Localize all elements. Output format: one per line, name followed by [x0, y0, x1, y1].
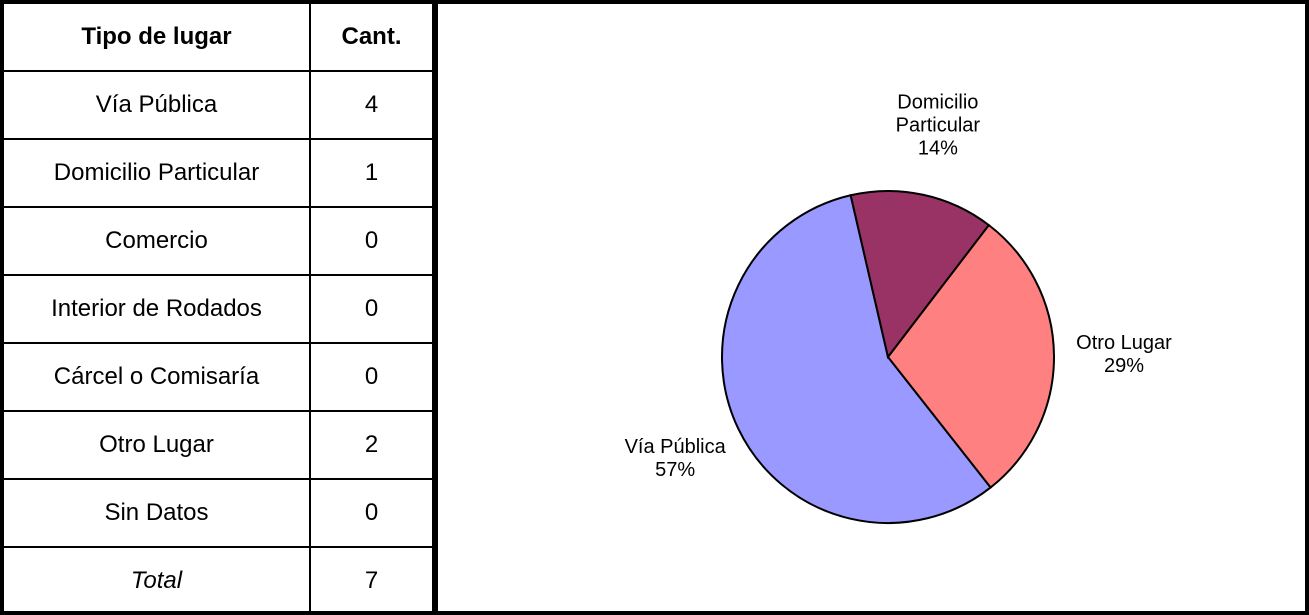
table-cell: Cárcel o Comisaría: [4, 342, 311, 412]
table-cell: 1: [309, 138, 432, 208]
pie-chart: [720, 190, 1055, 524]
table-cell: 2: [309, 410, 432, 480]
table-cell: Vía Pública: [4, 70, 311, 140]
pie-slice: [720, 194, 993, 524]
pie-slice: [886, 223, 1055, 489]
table-cell: 4: [309, 70, 432, 140]
table-row: Otro Lugar 2: [4, 410, 432, 480]
table-cell: 0: [309, 206, 432, 276]
table-row: Cárcel o Comisaría 0: [4, 342, 432, 412]
header-row: Tipo de lugar Cant.: [4, 4, 432, 72]
slice-value: 57%: [655, 458, 696, 481]
table-row: Total 7: [4, 546, 432, 614]
table-cell: Sin Datos: [4, 478, 311, 548]
slice-label: Domicilio Particular 14%: [873, 92, 1003, 161]
table-cell: 0: [309, 342, 432, 412]
table-row: Interior de Rodados 0: [4, 274, 432, 344]
chart-area: Vía Pública 57% Domicilio Particular 14% Otr…: [4, 4, 1305, 611]
table-row: Sin Datos 0: [4, 478, 432, 548]
table-cell: 0: [309, 274, 432, 344]
table-cell: 7: [309, 546, 432, 614]
table-cell: Comercio: [4, 206, 311, 276]
header-cell: Tipo de lugar: [4, 4, 311, 72]
slice-name: Vía Pública: [624, 435, 726, 458]
data-table: Tipo de lugar Cant. Vía Pública 4 Domicili…: [4, 4, 432, 614]
table-row: Comercio 0: [4, 206, 432, 276]
slice-name: Domicilio Particular: [895, 91, 981, 137]
table-cell: Otro Lugar: [4, 410, 311, 480]
table-cell: Domicilio Particular: [4, 138, 311, 208]
slice-name: Otro Lugar: [1076, 332, 1172, 355]
slice-label: Vía Pública 57%: [610, 436, 740, 482]
pie-slice: [849, 190, 991, 360]
slice-value: 29%: [1103, 355, 1144, 378]
table-row: Domicilio Particular 1: [4, 138, 432, 208]
table-cell: Interior de Rodados: [4, 274, 311, 344]
table-row: Vía Pública 4: [4, 70, 432, 140]
table-cell: Total: [4, 546, 311, 614]
table-body: Tipo de lugar Cant. Vía Pública 4 Domicili…: [4, 4, 432, 614]
divider: [432, 4, 438, 611]
slice-label: Otro Lugar 29%: [1059, 332, 1189, 378]
table-cell: 0: [309, 478, 432, 548]
header-cell: Cant.: [309, 4, 432, 72]
slice-value: 14%: [917, 137, 958, 160]
